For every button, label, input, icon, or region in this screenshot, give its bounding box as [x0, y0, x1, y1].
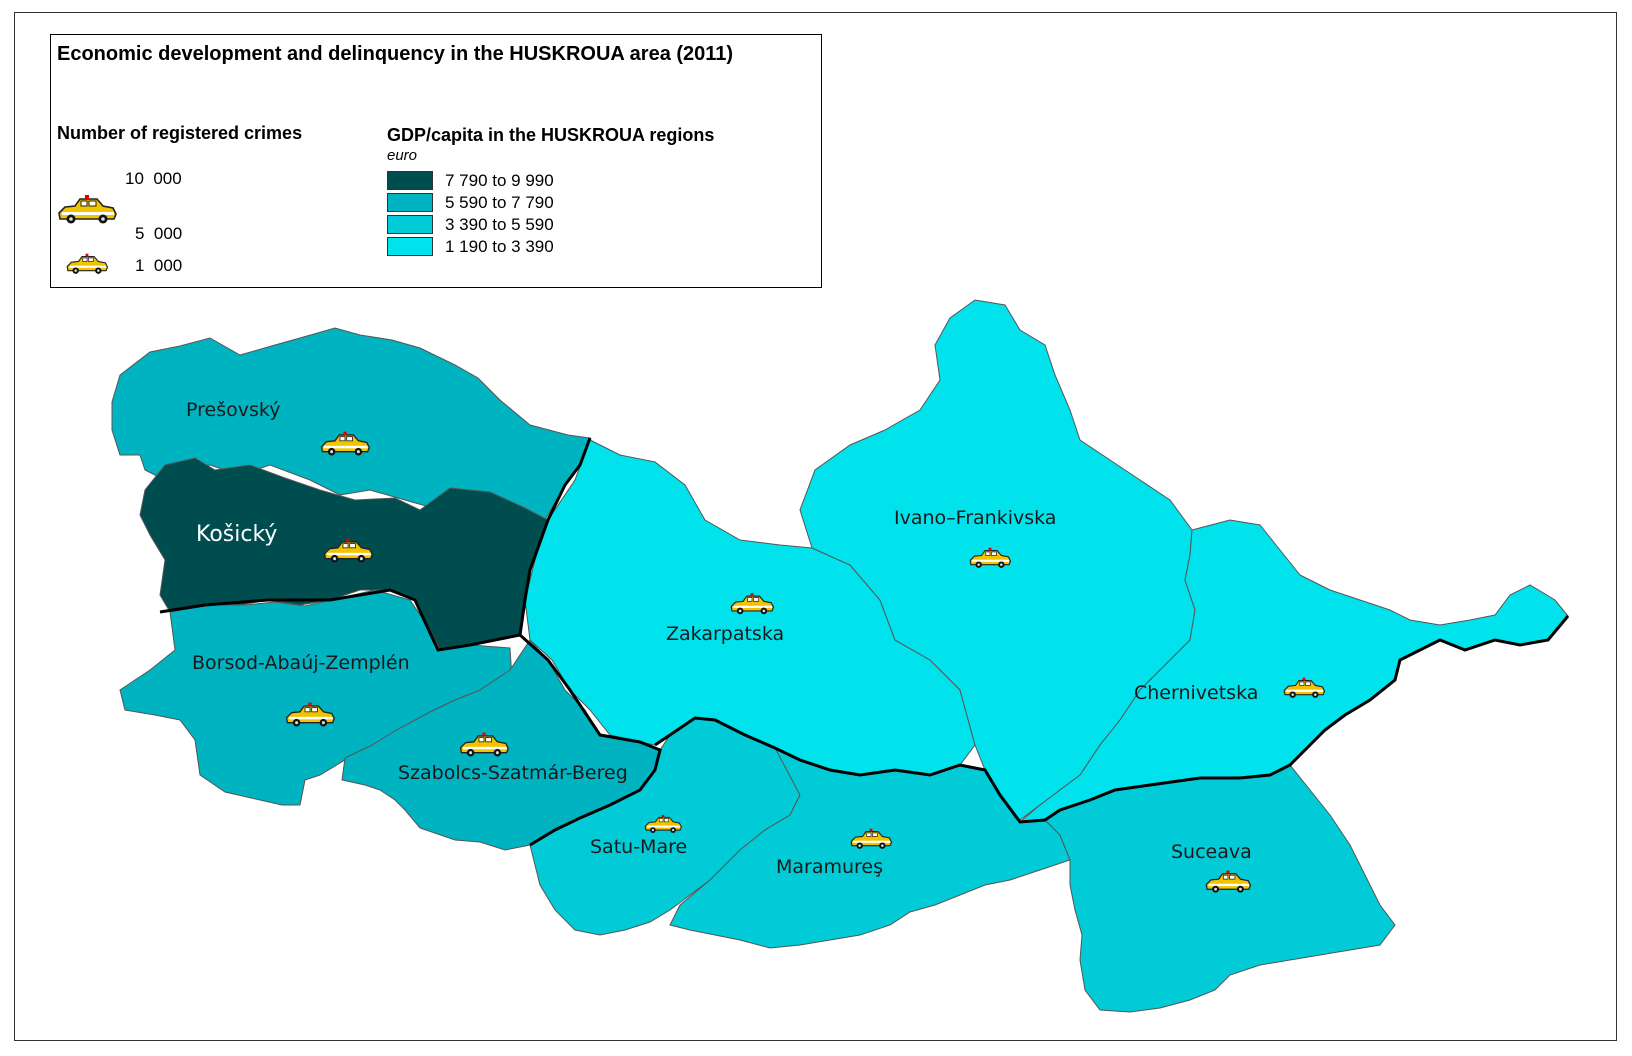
- crime-scale-label-10000: 10 000: [125, 169, 182, 188]
- border-sk-hu: [159, 588, 521, 652]
- border-hu-ua-ro: [519, 633, 662, 847]
- label-ivano: Ivano–Frankivska: [894, 507, 1056, 529]
- label-zakarpatska: Zakarpatska: [666, 623, 784, 645]
- label-borsod: Borsod-Abaúj-Zemplén: [192, 652, 410, 674]
- crimes-heading: Number of registered crimes: [57, 123, 303, 143]
- gdp-unit: euro: [387, 147, 418, 164]
- gdp-class-label: 1 190 to 3 390: [445, 237, 554, 256]
- police-car-icon: [730, 593, 775, 615]
- gdp-swatch: [387, 215, 433, 234]
- police-car-icon: [58, 195, 117, 224]
- police-car-icon: [320, 431, 370, 456]
- gdp-class-label: 5 590 to 7 790: [445, 193, 554, 212]
- police-car-icon: [1283, 677, 1326, 698]
- crime-scale-icons: [58, 195, 117, 274]
- crime-scale-label-5000: 5 000: [135, 224, 183, 243]
- label-maramures: Maramureş: [776, 856, 883, 878]
- label-szabolcs: Szabolcs-Szatmár-Bereg: [398, 762, 628, 784]
- legend: Economic development and delinquency in …: [50, 34, 822, 288]
- police-car-icon: [1205, 870, 1252, 893]
- police-car-icon: [66, 253, 109, 274]
- map-frame: [14, 12, 1617, 1041]
- gdp-class-label: 7 790 to 9 990: [445, 171, 554, 190]
- label-suceava: Suceava: [1171, 841, 1252, 863]
- label-kosicky: Košický: [196, 522, 277, 547]
- label-presovsky: Prešovský: [186, 399, 280, 421]
- police-car-icon: [285, 702, 335, 727]
- police-car-icon: [459, 732, 509, 757]
- gdp-swatch: [387, 237, 433, 256]
- police-car-icon: [850, 828, 893, 849]
- gdp-class-label: 3 390 to 5 590: [445, 215, 554, 234]
- police-car-icon: [644, 814, 682, 833]
- border-ua-ro: [654, 615, 1570, 824]
- label-chernivetska: Chernivetska: [1134, 682, 1258, 704]
- crime-scale-label-1000: 1 000: [135, 256, 183, 275]
- police-car-icon: [323, 538, 373, 563]
- label-satumare: Satu-Mare: [590, 836, 687, 858]
- map-title: Economic development and delinquency in …: [57, 43, 734, 65]
- gdp-swatch: [387, 171, 433, 190]
- gdp-swatch: [387, 193, 433, 212]
- police-car-icon: [969, 547, 1012, 568]
- gdp-heading: GDP/capita in the HUSKROUA regions: [387, 125, 715, 145]
- border-sk-ua: [518, 437, 592, 636]
